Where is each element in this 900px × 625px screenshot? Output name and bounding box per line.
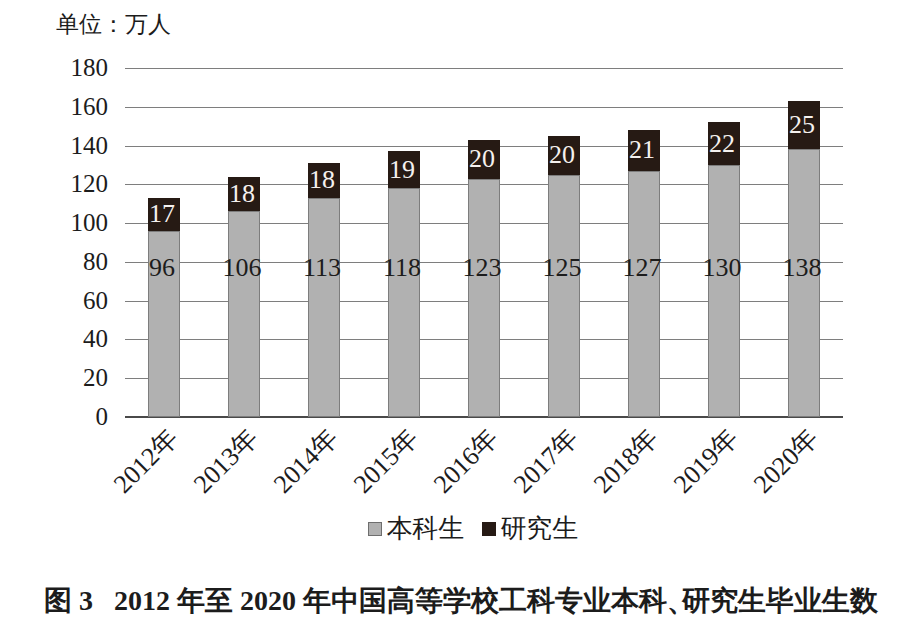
x-tick-label-2017年: 2017年 [506,421,586,501]
graduate-value-label: 20 [466,145,498,173]
graduate-value-label: 25 [786,111,818,139]
bar-graduate-2012年: 17 [148,198,180,231]
y-tick-label-0: 0 [30,404,108,430]
x-tick-label-2016年: 2016年 [426,421,506,501]
undergraduate-value-label: 106 [202,254,282,282]
x-tick-label-2020年: 2020年 [746,421,826,501]
undergraduate-value-label: 118 [362,254,442,282]
x-tick-label-2012年: 2012年 [106,421,186,501]
bar-undergraduate-2015年 [388,188,420,417]
x-tick-label-2015年: 2015年 [346,421,426,501]
bar-undergraduate-2017年 [548,175,580,417]
graduate-value-label: 18 [306,166,338,194]
figure: 单位：万人 02040608010012014016018017962012年1… [0,0,900,625]
bar-graduate-2020年: 25 [788,101,820,149]
bar-graduate-2017年: 20 [548,136,580,175]
y-tick-label-60: 60 [30,288,108,314]
bar-graduate-2019年: 22 [708,122,740,165]
graduate-value-label: 22 [706,130,738,158]
legend-label-graduate: 研究生 [501,514,579,544]
figure-caption: 图 3 2012 年至 2020 年中国高等学校工科专业本科、研究生毕业生数 [11,582,900,620]
y-tick-label-120: 120 [30,171,108,197]
bar-graduate-2014年: 18 [308,163,340,198]
graduate-value-label: 17 [146,200,178,228]
undergraduate-value-label: 113 [282,254,362,282]
bar-undergraduate-2013年 [228,211,260,417]
graduate-value-label: 18 [226,180,258,208]
bar-undergraduate-2014年 [308,198,340,417]
legend-swatch-undergraduate [368,522,382,536]
legend: 本科生 研究生 [0,514,900,544]
y-tick-label-80: 80 [30,249,108,275]
undergraduate-value-label: 125 [522,254,602,282]
bar-graduate-2015年: 19 [388,151,420,188]
x-tick-label-2018年: 2018年 [586,421,666,501]
undergraduate-value-label: 138 [762,254,842,282]
gridline-180 [125,68,843,69]
bar-graduate-2013年: 18 [228,177,260,212]
plot-area: 0 20 40 60 80 100 120 140 160 180 17 96 2012年 18 106 20… [0,0,900,520]
bar-graduate-2016年: 20 [468,140,500,179]
x-tick-label-2014年: 2014年 [266,421,346,501]
y-tick-label-180: 180 [30,55,108,81]
gridline-160 [125,107,843,108]
y-tick-label-20: 20 [30,365,108,391]
bar-graduate-2018年: 21 [628,130,660,171]
legend-label-undergraduate: 本科生 [387,514,465,544]
graduate-value-label: 21 [626,136,658,164]
undergraduate-value-label: 130 [682,254,762,282]
legend-swatch-graduate [482,522,496,536]
undergraduate-value-label: 123 [442,254,522,282]
bar-undergraduate-2018年 [628,171,660,417]
y-tick-label-100: 100 [30,210,108,236]
undergraduate-value-label: 127 [602,254,682,282]
x-tick-label-2019年: 2019年 [666,421,746,501]
x-tick-label-2013年: 2013年 [186,421,266,501]
y-tick-label-160: 160 [30,94,108,120]
y-tick-label-140: 140 [30,133,108,159]
bar-undergraduate-2016年 [468,179,500,417]
graduate-value-label: 20 [546,141,578,169]
undergraduate-value-label: 96 [122,254,202,282]
graduate-value-label: 19 [386,156,418,184]
bar-undergraduate-2019年 [708,165,740,417]
bar-undergraduate-2020年 [788,149,820,417]
y-tick-label-40: 40 [30,326,108,352]
